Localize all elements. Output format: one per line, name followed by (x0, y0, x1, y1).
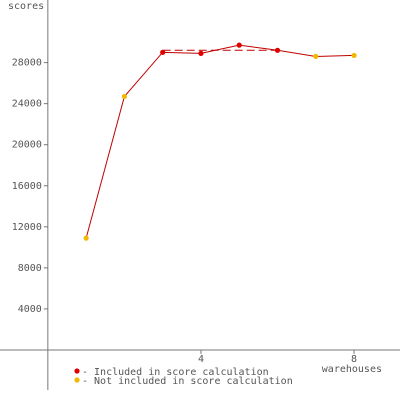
x-tick-label: 8 (351, 354, 357, 365)
data-point (236, 42, 242, 48)
y-tick-label: 16000 (12, 181, 42, 192)
y-tick-label: 24000 (12, 99, 42, 110)
data-point (121, 93, 128, 100)
y-tick-label: 8000 (18, 263, 42, 274)
y-axis-label: scores (8, 1, 44, 12)
y-tick-label: 12000 (12, 222, 42, 233)
x-tick-label: 4 (198, 354, 204, 365)
data-point (313, 53, 319, 60)
data-point (160, 49, 166, 55)
data-point (351, 52, 357, 59)
legend-marker (74, 377, 80, 383)
legend-marker (74, 368, 80, 374)
y-tick-label: 28000 (12, 58, 42, 69)
y-tick-label: 4000 (18, 304, 42, 315)
legend-label: - Not included in score calculation (82, 376, 293, 387)
score-line-series (85, 44, 355, 239)
y-tick-label: 20000 (12, 140, 42, 151)
data-point (198, 50, 204, 56)
data-point (274, 47, 281, 53)
x-axis-label: warehouses (322, 364, 382, 375)
legend-label: - Included in score calculation (82, 367, 269, 378)
data-point (83, 235, 89, 241)
